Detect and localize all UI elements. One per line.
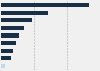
Bar <box>1 11 48 15</box>
Bar <box>1 18 32 22</box>
Bar <box>1 56 11 60</box>
Bar <box>1 49 13 53</box>
Bar <box>1 26 23 30</box>
Bar <box>1 64 5 68</box>
Bar <box>1 3 89 7</box>
Bar <box>1 41 16 45</box>
Bar <box>1 33 19 38</box>
